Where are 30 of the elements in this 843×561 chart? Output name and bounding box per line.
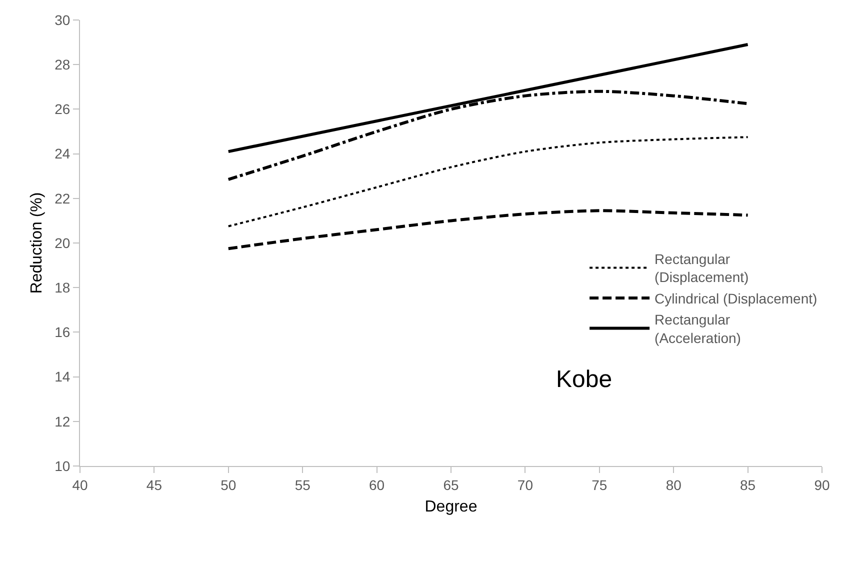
y-tick-label: 24	[54, 146, 70, 162]
x-tick-label: 40	[72, 476, 88, 493]
y-tick-label: 12	[54, 413, 70, 430]
y-tick-label: 14	[54, 368, 70, 385]
x-tick-label: 65	[443, 476, 459, 493]
x-tick-label: 70	[517, 476, 534, 493]
x-tick-label: 45	[146, 476, 162, 493]
line-series	[227, 136, 749, 228]
annotation: Kobe	[556, 366, 612, 393]
x-tick-label: 90	[814, 476, 830, 493]
x-tick-label: 50	[220, 476, 236, 493]
y-tick-label: 10	[54, 458, 70, 474]
y-tick-label: 22	[54, 190, 70, 206]
x-tick-label: 75	[592, 476, 608, 493]
line-series	[226, 209, 750, 250]
x-tick-label: 80	[666, 476, 682, 493]
legend-label: Cylindrical (Displacement)	[654, 290, 818, 306]
y-axis-title: Reduction (%)	[28, 192, 46, 294]
x-axis-title: Degree	[424, 498, 478, 516]
y-tick-label: 20	[54, 234, 70, 251]
y-tick-label: 26	[54, 101, 70, 118]
y-tick-label: 28	[54, 56, 70, 72]
legend-label: Rectangular (Acceleration)	[654, 312, 741, 346]
y-tick-label: 18	[54, 280, 70, 296]
y-tick-label: 16	[54, 324, 70, 340]
legend-label: Rectangular (Displacement)	[654, 251, 749, 286]
y-tick-label: 30	[54, 12, 70, 28]
x-tick-label: 60	[369, 476, 385, 493]
x-tick-label: 55	[294, 476, 311, 493]
x-tick-label: 85	[740, 476, 756, 493]
